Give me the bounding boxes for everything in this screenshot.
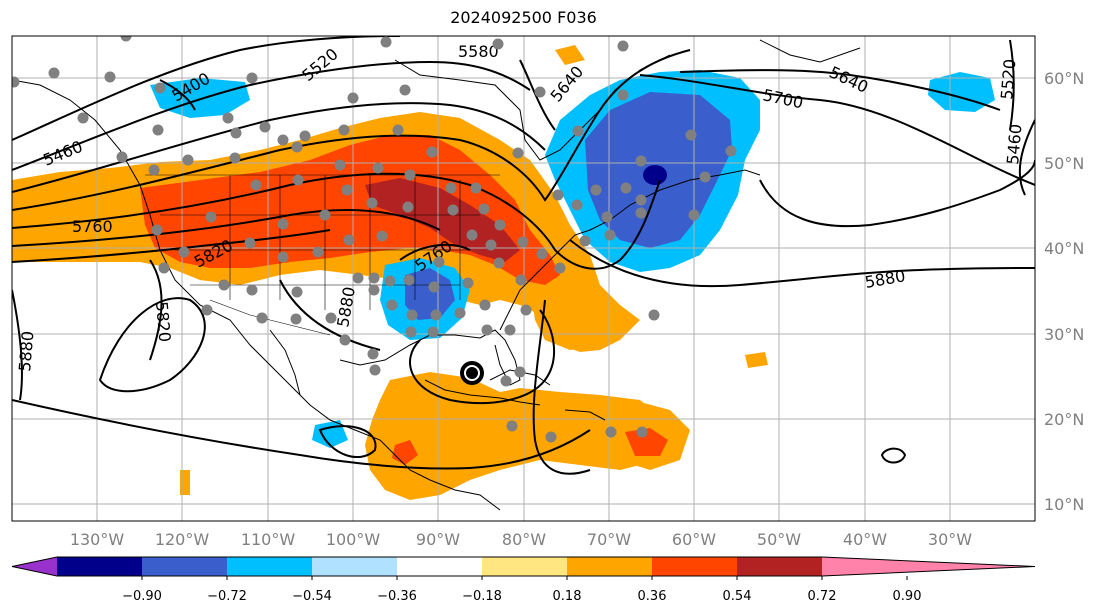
colorbar [11, 556, 1036, 580]
contour-label: 5880 [15, 330, 37, 372]
colorbar-segment [57, 557, 142, 576]
contour-label: 5820 [152, 301, 174, 343]
colorbar-extend-max [822, 557, 1035, 576]
colorbar-tick-label: 0.18 [553, 589, 582, 604]
lon-label: 90°W [416, 530, 460, 549]
lon-label: 30°W [928, 530, 972, 549]
lon-label: 120°W [155, 530, 210, 549]
colorbar-extend-min [12, 557, 57, 576]
lon-label: 130°W [70, 530, 125, 549]
lat-label: 60°N [1044, 69, 1084, 88]
colorbar-segment [482, 557, 567, 576]
height-contours [12, 36, 1035, 475]
lon-label: 70°W [587, 530, 631, 549]
lon-label: 80°W [502, 530, 546, 549]
lat-label: 50°N [1044, 154, 1084, 173]
lon-label: 100°W [326, 530, 381, 549]
positive-anomaly-darkred [365, 178, 520, 262]
lat-label: 40°N [1044, 239, 1084, 258]
longitude-labels: 130°W 120°W 110°W 100°W 90°W 80°W 70°W 6… [70, 530, 972, 549]
colorbar-tick-label: 0.54 [723, 589, 752, 604]
colorbar-segment [567, 557, 652, 576]
colorbar-tick-label: −0.72 [207, 589, 247, 604]
contour-label: 5580 [458, 42, 499, 61]
contour-label: 5520 [997, 58, 1019, 100]
map-frame [11, 35, 1036, 522]
latitude-labels: 60°N 50°N 40°N 30°N 20°N 10°N [1044, 69, 1084, 514]
lat-label: 10°N [1044, 495, 1084, 514]
lon-label: 60°W [672, 530, 716, 549]
colorbar-tick-label: −0.36 [377, 589, 417, 604]
colorbar-segment [737, 557, 822, 576]
colorbar-tick-labels: −0.90 −0.72 −0.54 −0.36 −0.18 0.18 0.36 … [122, 589, 921, 604]
colorbar-segment [312, 557, 397, 576]
colorbar-segment [397, 557, 482, 576]
colorbar-segment [227, 557, 312, 576]
storm-marker [460, 361, 484, 385]
colorbar-tick-label: 0.36 [638, 589, 667, 604]
colorbar-tick-label: −0.18 [462, 589, 502, 604]
negative-anomaly-core [643, 165, 667, 185]
contour-label: 5760 [72, 217, 113, 236]
colorbar-tick-label: 0.90 [893, 589, 922, 604]
contour-label: 5460 [1003, 123, 1025, 165]
observation-markers [12, 36, 737, 443]
lon-label: 110°W [241, 530, 296, 549]
colorbar-segment [652, 557, 737, 576]
lon-label: 40°W [843, 530, 887, 549]
colorbar-tick-label: −0.90 [122, 589, 162, 604]
colorbar-segment [142, 557, 227, 576]
lon-label: 50°W [757, 530, 801, 549]
lat-label: 20°N [1044, 410, 1084, 429]
map-title: 2024092500 F036 [450, 8, 597, 27]
colorbar-tick-label: −0.54 [292, 589, 332, 604]
lat-label: 30°N [1044, 325, 1084, 344]
colorbar-tick-label: 0.72 [808, 589, 837, 604]
colorbar-outline [11, 556, 1036, 577]
